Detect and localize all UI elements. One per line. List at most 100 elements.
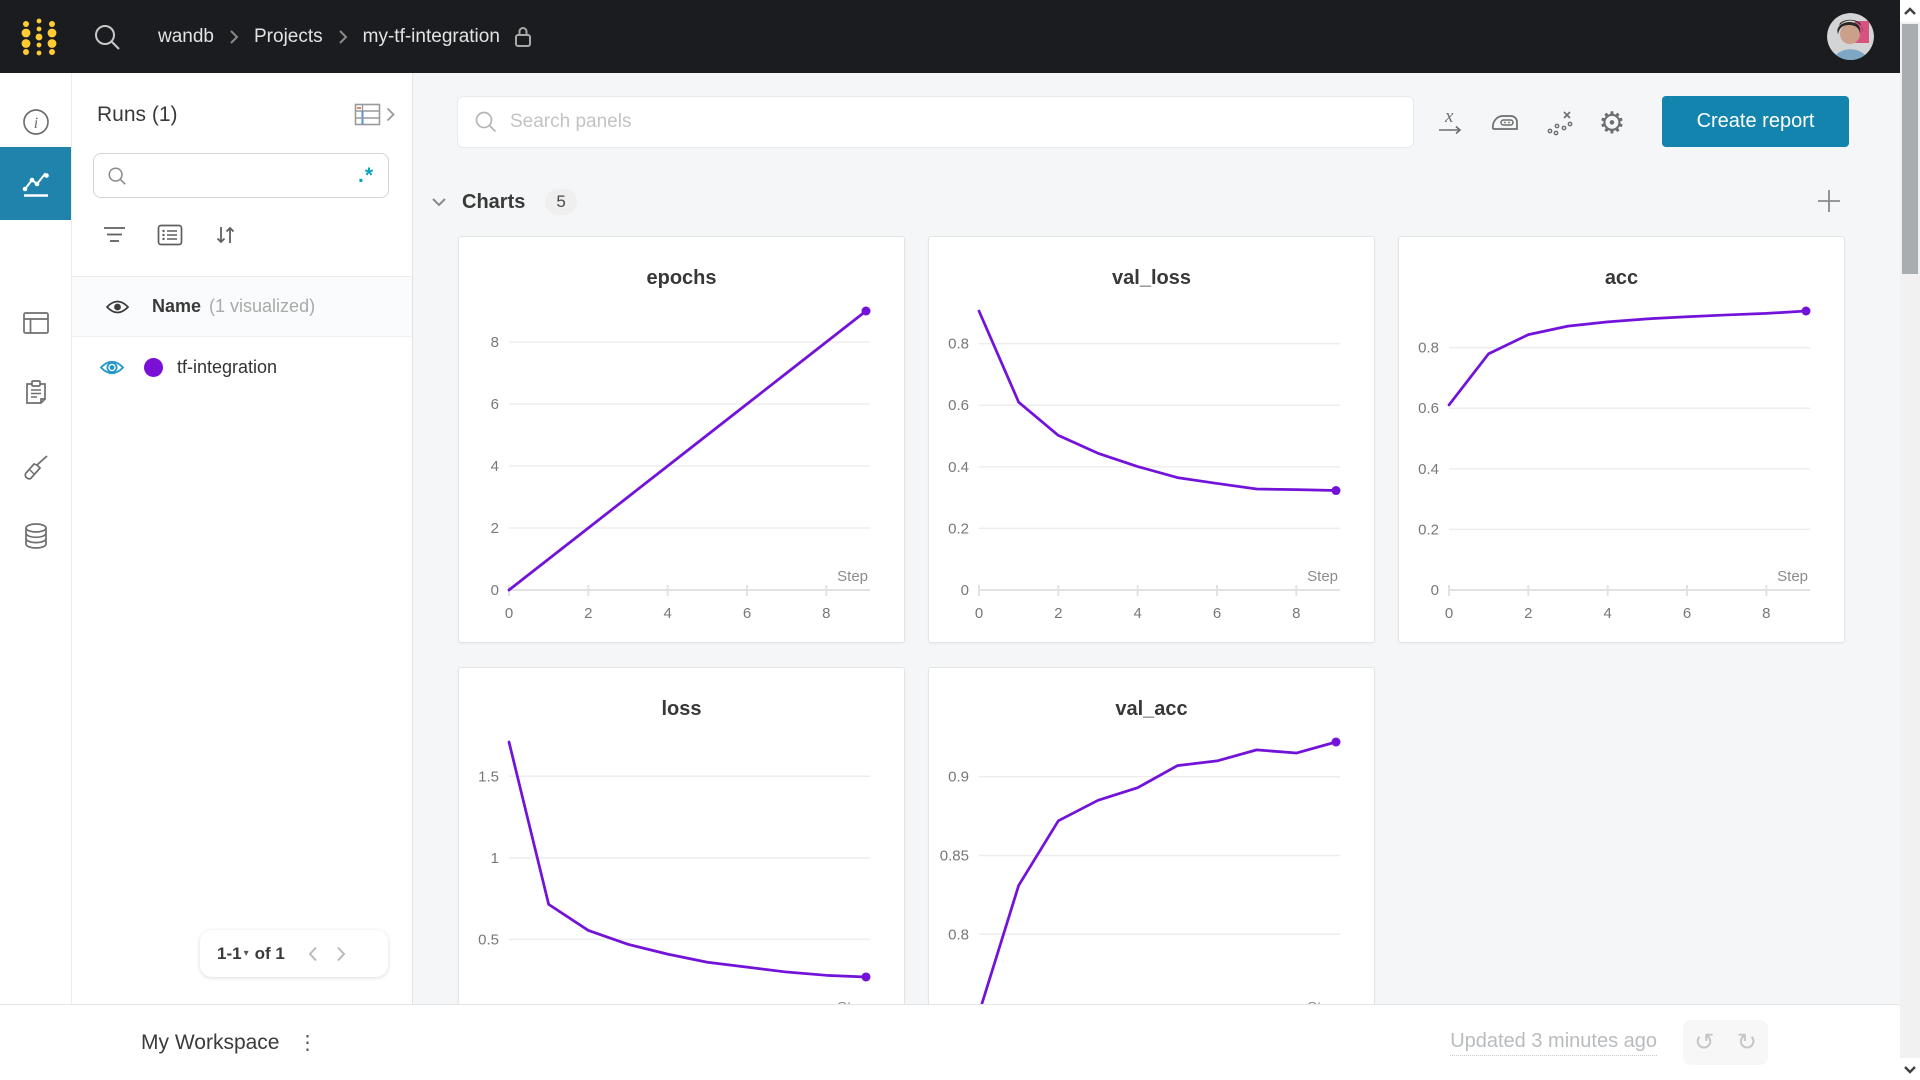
svg-text:8: 8 — [491, 334, 499, 351]
workspace-main: x ⚙ Create report Charts 5 — [413, 73, 1900, 1004]
breadcrumb: wandb Projects my-tf-integration — [158, 25, 534, 49]
svg-text:6: 6 — [1683, 605, 1691, 622]
svg-text:i: i — [33, 115, 37, 132]
page-total: of 1 — [254, 943, 285, 963]
chart-panel-loss[interactable]: 0.511.502468Step loss — [458, 667, 905, 1004]
svg-text:0.9: 0.9 — [948, 769, 969, 786]
run-search-input[interactable] — [136, 165, 358, 186]
svg-text:0.4: 0.4 — [948, 459, 969, 476]
rail-item-overview[interactable]: i — [0, 92, 71, 152]
svg-text:8: 8 — [1292, 605, 1300, 622]
run-list-controls — [102, 223, 237, 247]
scroll-down-button[interactable] — [1900, 1058, 1920, 1080]
avatar[interactable] — [1827, 13, 1874, 60]
svg-text:2: 2 — [1054, 605, 1062, 622]
sort-icon[interactable] — [213, 223, 237, 247]
left-icon-rail: i — [0, 73, 71, 1004]
regex-toggle-button[interactable]: .* — [357, 163, 374, 187]
charts-section-header: Charts 5 — [430, 189, 577, 215]
history-controls: ↺ ↻ — [1683, 1020, 1768, 1065]
list-view-icon[interactable] — [157, 224, 183, 246]
svg-text:4: 4 — [1603, 605, 1611, 622]
svg-text:0: 0 — [961, 582, 969, 599]
chart-plot: 0 0.2 0.4 0.6 0.8 0 2 4 6 8 Step — [1418, 306, 1811, 622]
svg-text:Step: Step — [837, 568, 868, 585]
breadcrumb-projects[interactable]: Projects — [254, 25, 323, 47]
wandb-logo-icon[interactable] — [18, 17, 60, 57]
lock-icon[interactable] — [512, 25, 534, 49]
svg-text:0.6: 0.6 — [1418, 400, 1439, 417]
runs-sidebar: Runs (1) .* — [71, 73, 413, 1004]
breadcrumb-entity[interactable]: wandb — [158, 25, 214, 47]
svg-text:8: 8 — [822, 605, 830, 622]
browser-scrollbar[interactable] — [1900, 0, 1920, 1080]
broom-icon — [23, 455, 48, 480]
svg-text:2: 2 — [491, 520, 499, 537]
chart-title: loss — [661, 698, 702, 720]
rail-item-jobs[interactable] — [0, 363, 71, 423]
chart-panel-val-acc[interactable]: 0.80.850.902468Step val_acc — [928, 667, 1375, 1004]
remove-outliers-button[interactable] — [1544, 107, 1576, 139]
create-report-button[interactable]: Create report — [1662, 96, 1849, 147]
undo-icon[interactable]: ↺ — [1694, 1029, 1715, 1056]
chart-title: acc — [1604, 267, 1639, 289]
svg-text:x: x — [1444, 107, 1454, 127]
rail-item-sweeps[interactable] — [0, 437, 71, 497]
panel-search-box — [457, 96, 1414, 148]
kebab-menu-icon[interactable]: ⋮ — [297, 1032, 318, 1054]
svg-text:4: 4 — [491, 458, 499, 475]
rail-item-table[interactable] — [0, 293, 71, 353]
scrollbar-thumb[interactable] — [1902, 24, 1918, 274]
svg-text:2: 2 — [1524, 605, 1532, 622]
chart-panel-val-loss[interactable]: 0 0.2 0.4 0.6 0.8 0 2 4 6 8 Step val_loss — [928, 236, 1375, 643]
run-row[interactable]: tf-integration — [72, 337, 412, 397]
workspace-selector[interactable]: My Workspace — [141, 1030, 280, 1054]
svg-text:6: 6 — [491, 396, 499, 413]
svg-text:4: 4 — [1133, 605, 1141, 622]
chart-title: val_loss — [1112, 267, 1191, 289]
chart-panel-epochs[interactable]: 0 2 4 6 8 0 2 4 6 8 Step epochs — [458, 236, 905, 643]
prev-page-button[interactable] — [307, 945, 319, 963]
updated-timestamp[interactable]: Updated 3 minutes ago — [1450, 1030, 1657, 1056]
filter-icon[interactable] — [102, 225, 127, 245]
bottom-bar: My Workspace ⋮ Updated 3 minutes ago ↺ ↻ — [0, 1004, 1900, 1080]
svg-text:6: 6 — [1213, 605, 1221, 622]
chevron-down-icon[interactable] — [430, 196, 448, 208]
add-panel-button[interactable] — [1813, 185, 1845, 217]
svg-text:0.2: 0.2 — [948, 520, 969, 537]
redo-icon[interactable]: ↻ — [1736, 1029, 1757, 1056]
svg-text:2: 2 — [584, 605, 592, 622]
pagination: 1-1 ▾ of 1 — [200, 930, 388, 977]
svg-text:0: 0 — [1431, 582, 1439, 599]
chart-panel-acc[interactable]: 0 0.2 0.4 0.6 0.8 0 2 4 6 8 Step acc — [1398, 236, 1845, 643]
svg-text:0.8: 0.8 — [1418, 340, 1439, 357]
svg-text:6: 6 — [743, 605, 751, 622]
rail-item-charts[interactable] — [0, 147, 71, 220]
breadcrumb-project-name[interactable]: my-tf-integration — [362, 25, 500, 47]
run-list-header: Name (1 visualized) — [72, 276, 412, 337]
database-icon — [24, 523, 47, 549]
section-count-badge: 5 — [545, 189, 577, 215]
column-header-name[interactable]: Name — [152, 296, 202, 316]
rail-item-artifacts[interactable] — [0, 506, 71, 566]
x-axis-settings-button[interactable]: x — [1435, 107, 1467, 139]
svg-text:0.5: 0.5 — [478, 931, 499, 948]
svg-text:Step: Step — [1307, 568, 1338, 585]
dropdown-caret-icon: ▾ — [243, 948, 249, 959]
next-page-button[interactable] — [335, 945, 347, 963]
runs-table-toggle[interactable] — [354, 103, 396, 126]
run-color-dot — [144, 357, 163, 377]
chart-title: val_acc — [1115, 698, 1188, 720]
section-title[interactable]: Charts — [462, 190, 526, 213]
settings-gear-icon[interactable]: ⚙ — [1598, 106, 1626, 140]
run-visibility-eye-icon[interactable] — [99, 359, 125, 376]
clipboard-icon — [25, 380, 46, 404]
run-name: tf-integration — [177, 356, 278, 377]
smoothing-iron-button[interactable] — [1489, 107, 1521, 139]
page-range-dropdown[interactable]: 1-1 — [217, 943, 242, 963]
panel-search-input[interactable] — [510, 111, 1413, 133]
toggle-all-visibility-eye-icon[interactable] — [105, 299, 130, 315]
search-icon[interactable] — [92, 22, 122, 52]
chevron-right-icon — [228, 28, 240, 46]
scroll-up-button[interactable] — [1900, 0, 1920, 22]
